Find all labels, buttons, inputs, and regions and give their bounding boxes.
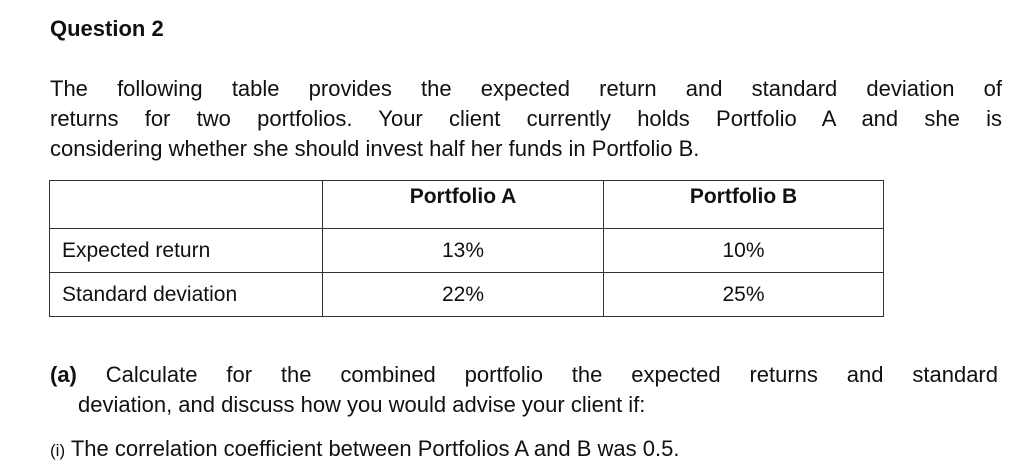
table-row: Standard deviation 22% 25% bbox=[49, 272, 884, 317]
header-row: Portfolio A Portfolio B bbox=[49, 180, 884, 229]
cell: 10% bbox=[603, 228, 884, 273]
row-label: Standard deviation bbox=[49, 272, 323, 317]
cell: 25% bbox=[603, 272, 884, 317]
part-a-line: deviation, and discuss how you would adv… bbox=[78, 392, 646, 417]
paragraph-line: The following table provides the expecte… bbox=[50, 76, 1002, 101]
part-i: (i) The correlation coefficient between … bbox=[50, 434, 679, 466]
paragraph: The following table provides the expecte… bbox=[50, 74, 1002, 164]
header-cell: Portfolio B bbox=[603, 180, 884, 229]
cell: 13% bbox=[322, 228, 604, 273]
part-a-line: (a) Calculate for the combined portfolio… bbox=[50, 360, 998, 390]
part-i-text: The correlation coefficient between Port… bbox=[70, 436, 680, 461]
paragraph-line: considering whether she should invest ha… bbox=[50, 136, 700, 161]
question-title: Question 2 bbox=[50, 16, 164, 41]
part-a-text: Calculate for the combined portfolio the… bbox=[105, 362, 998, 387]
portfolio-table: Portfolio A Portfolio B Expected return … bbox=[49, 180, 884, 317]
row-label: Expected return bbox=[49, 228, 323, 273]
part-a: (a) Calculate for the combined portfolio… bbox=[50, 360, 998, 420]
header-cell: Portfolio A bbox=[322, 180, 604, 229]
cell: 22% bbox=[322, 272, 604, 317]
paragraph-line: returns for two portfolios. Your client … bbox=[50, 106, 1002, 131]
part-a-label: (a) bbox=[50, 362, 77, 387]
part-i-label: (i) bbox=[50, 441, 66, 460]
empty-header bbox=[49, 180, 323, 229]
table-row: Expected return 13% 10% bbox=[49, 228, 884, 273]
